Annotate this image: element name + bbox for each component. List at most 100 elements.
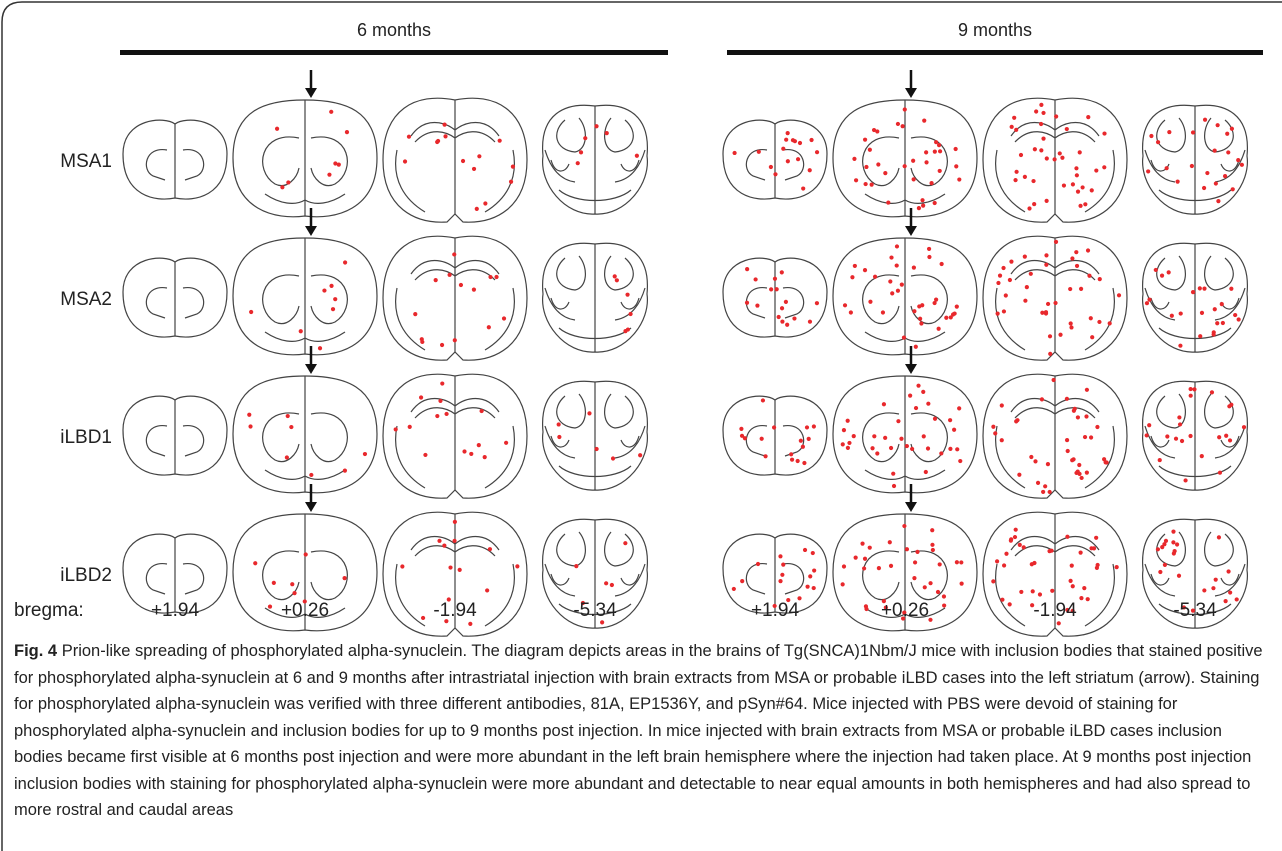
inner: [396, 376, 515, 490]
inclusion-dot: [1147, 298, 1151, 302]
inclusion-dot: [905, 547, 909, 551]
inclusion-dot: [1041, 111, 1045, 115]
inclusion-dot: [1054, 240, 1058, 244]
inclusion-dot: [1154, 268, 1158, 272]
inclusion-dot: [1108, 321, 1112, 325]
inclusion-dot: [583, 136, 587, 140]
group-header: 9 months: [958, 20, 1032, 40]
inclusion-dot: [289, 425, 293, 429]
inclusion-dot: [993, 431, 997, 435]
inclusion-dot: [900, 282, 904, 286]
inclusion-dot: [1014, 170, 1018, 174]
inclusion-dot: [1062, 183, 1066, 187]
inclusion-dot: [1228, 590, 1232, 594]
inclusion-dot: [1075, 173, 1079, 177]
inclusion-dot: [1145, 433, 1149, 437]
inclusion-dot: [1075, 264, 1079, 268]
inclusion-dot: [480, 409, 484, 413]
inclusion-dot: [1070, 256, 1074, 260]
inclusion-dot: [604, 581, 608, 585]
inclusion-dot: [881, 310, 885, 314]
inclusion-dot: [882, 402, 886, 406]
inclusion-dot: [1216, 123, 1220, 127]
inclusion-dot: [896, 289, 900, 293]
inclusion-dot: [1233, 313, 1237, 317]
inclusion-dot: [850, 275, 854, 279]
inclusion-dot: [1038, 592, 1042, 596]
inclusion-dot: [769, 165, 773, 169]
inclusion-dot: [249, 310, 253, 314]
brain-section: [833, 238, 977, 355]
inclusion-dot: [957, 406, 961, 410]
inclusion-dot: [1242, 425, 1246, 429]
inclusion-dot: [790, 458, 794, 462]
inclusion-dot: [815, 150, 819, 154]
inclusion-dot: [1102, 165, 1106, 169]
inner: [263, 376, 348, 492]
inclusion-dot: [1071, 182, 1075, 186]
inclusion-dot: [954, 147, 958, 151]
inclusion-dot: [1076, 415, 1080, 419]
inclusion-dot: [286, 180, 290, 184]
inclusion-dot: [1084, 414, 1088, 418]
inclusion-dot: [757, 150, 761, 154]
inclusion-dot: [635, 154, 639, 158]
inclusion-dot: [1066, 449, 1070, 453]
inclusion-dot: [938, 149, 942, 153]
injection-arrowhead: [305, 88, 317, 98]
inclusion-dot: [638, 453, 642, 457]
inclusion-dot: [1236, 158, 1240, 162]
brain-section: [383, 98, 527, 222]
inclusion-dot: [1214, 181, 1218, 185]
inclusion-dot: [903, 164, 907, 168]
inclusion-dot: [329, 110, 333, 114]
inclusion-dot: [469, 452, 473, 456]
inclusion-dot: [1031, 589, 1035, 593]
inclusion-dot: [1213, 307, 1217, 311]
injection-arrowhead: [905, 502, 917, 512]
inclusion-dot: [799, 439, 803, 443]
inclusion-dot: [863, 268, 867, 272]
inclusion-dot: [926, 402, 930, 406]
inclusion-dot: [1065, 397, 1069, 401]
brain-section: [543, 105, 648, 214]
inclusion-dot: [1044, 310, 1048, 314]
inclusion-dot: [268, 604, 272, 608]
inclusion-dot: [781, 147, 785, 151]
inclusion-dot: [868, 300, 872, 304]
injection-arrowhead: [905, 364, 917, 374]
inclusion-dot: [763, 454, 767, 458]
brain-section: [833, 100, 977, 217]
inclusion-dot: [477, 154, 481, 158]
inclusion-dot: [447, 273, 451, 277]
inclusion-dot: [1183, 478, 1187, 482]
inclusion-dot: [421, 616, 425, 620]
inclusion-dot: [808, 168, 812, 172]
inclusion-dot: [1090, 335, 1094, 339]
brain-section: [1143, 243, 1248, 352]
inclusion-dot: [435, 140, 439, 144]
inclusion-dot: [905, 444, 909, 448]
inclusion-dot: [784, 138, 788, 142]
inclusion-dot: [955, 560, 959, 564]
inclusion-dot: [1065, 438, 1069, 442]
brain-section: [233, 376, 377, 493]
inclusion-dot: [815, 301, 819, 305]
inclusion-dot: [304, 552, 308, 556]
inclusion-dot: [883, 171, 887, 175]
inclusion-dot: [1217, 435, 1221, 439]
inclusion-dot: [789, 452, 793, 456]
inclusion-dot: [1225, 132, 1229, 136]
inclusion-dot: [863, 557, 867, 561]
inclusion-dot: [791, 138, 795, 142]
inclusion-dot: [595, 447, 599, 451]
inclusion-dot: [914, 345, 918, 349]
inclusion-dot: [902, 524, 906, 528]
inclusion-dot: [1032, 202, 1036, 206]
page: {"header": {"groups": ["6 months", "9 mo…: [0, 0, 1282, 851]
inclusion-dot: [327, 173, 331, 177]
inclusion-dot: [1050, 589, 1054, 593]
inclusion-dot: [1083, 202, 1087, 206]
inclusion-dot: [891, 472, 895, 476]
inclusion-dot: [557, 435, 561, 439]
